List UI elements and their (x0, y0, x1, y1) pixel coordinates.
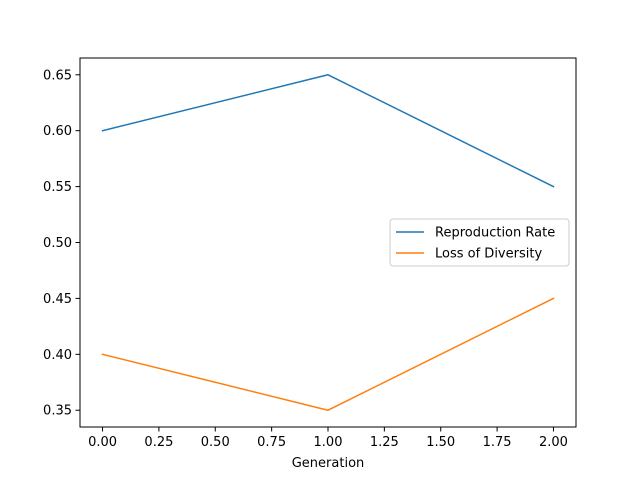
x-tick-label: 1.75 (483, 435, 512, 450)
x-axis-ticks: 0.00 0.25 0.50 0.75 1.00 1.25 1.50 1.75 2.00 (88, 427, 568, 450)
y-tick-label: 0.50 (43, 236, 72, 251)
x-tick-label: 1.25 (370, 435, 399, 450)
x-tick-label: 1.50 (426, 435, 455, 450)
x-tick-label: 0.50 (201, 435, 230, 450)
x-axis-label: Generation (292, 456, 365, 471)
legend: Reproduction Rate Loss of Diversity (389, 218, 570, 267)
y-axis-ticks: 0.35 0.40 0.45 0.50 0.55 0.60 0.65 (43, 68, 80, 419)
legend-label: Reproduction Rate (435, 226, 555, 241)
series-line-loss-of-diversity (101, 297, 555, 411)
x-tick-label: 0.00 (88, 435, 117, 450)
x-tick-label: 2.00 (539, 435, 568, 450)
y-tick-label: 0.35 (43, 404, 72, 419)
series-layer (101, 74, 555, 411)
y-tick-label: 0.65 (43, 68, 72, 83)
legend-box (389, 218, 570, 267)
y-tick-label: 0.60 (43, 124, 72, 139)
x-tick-label: 1.00 (314, 435, 343, 450)
y-tick-label: 0.45 (43, 292, 72, 307)
y-tick-label: 0.55 (43, 180, 72, 195)
series-line-reproduction-rate (101, 74, 555, 188)
y-tick-label: 0.40 (43, 348, 72, 363)
legend-label: Loss of Diversity (435, 247, 542, 262)
x-tick-label: 0.25 (144, 435, 173, 450)
x-tick-label: 0.75 (257, 435, 286, 450)
